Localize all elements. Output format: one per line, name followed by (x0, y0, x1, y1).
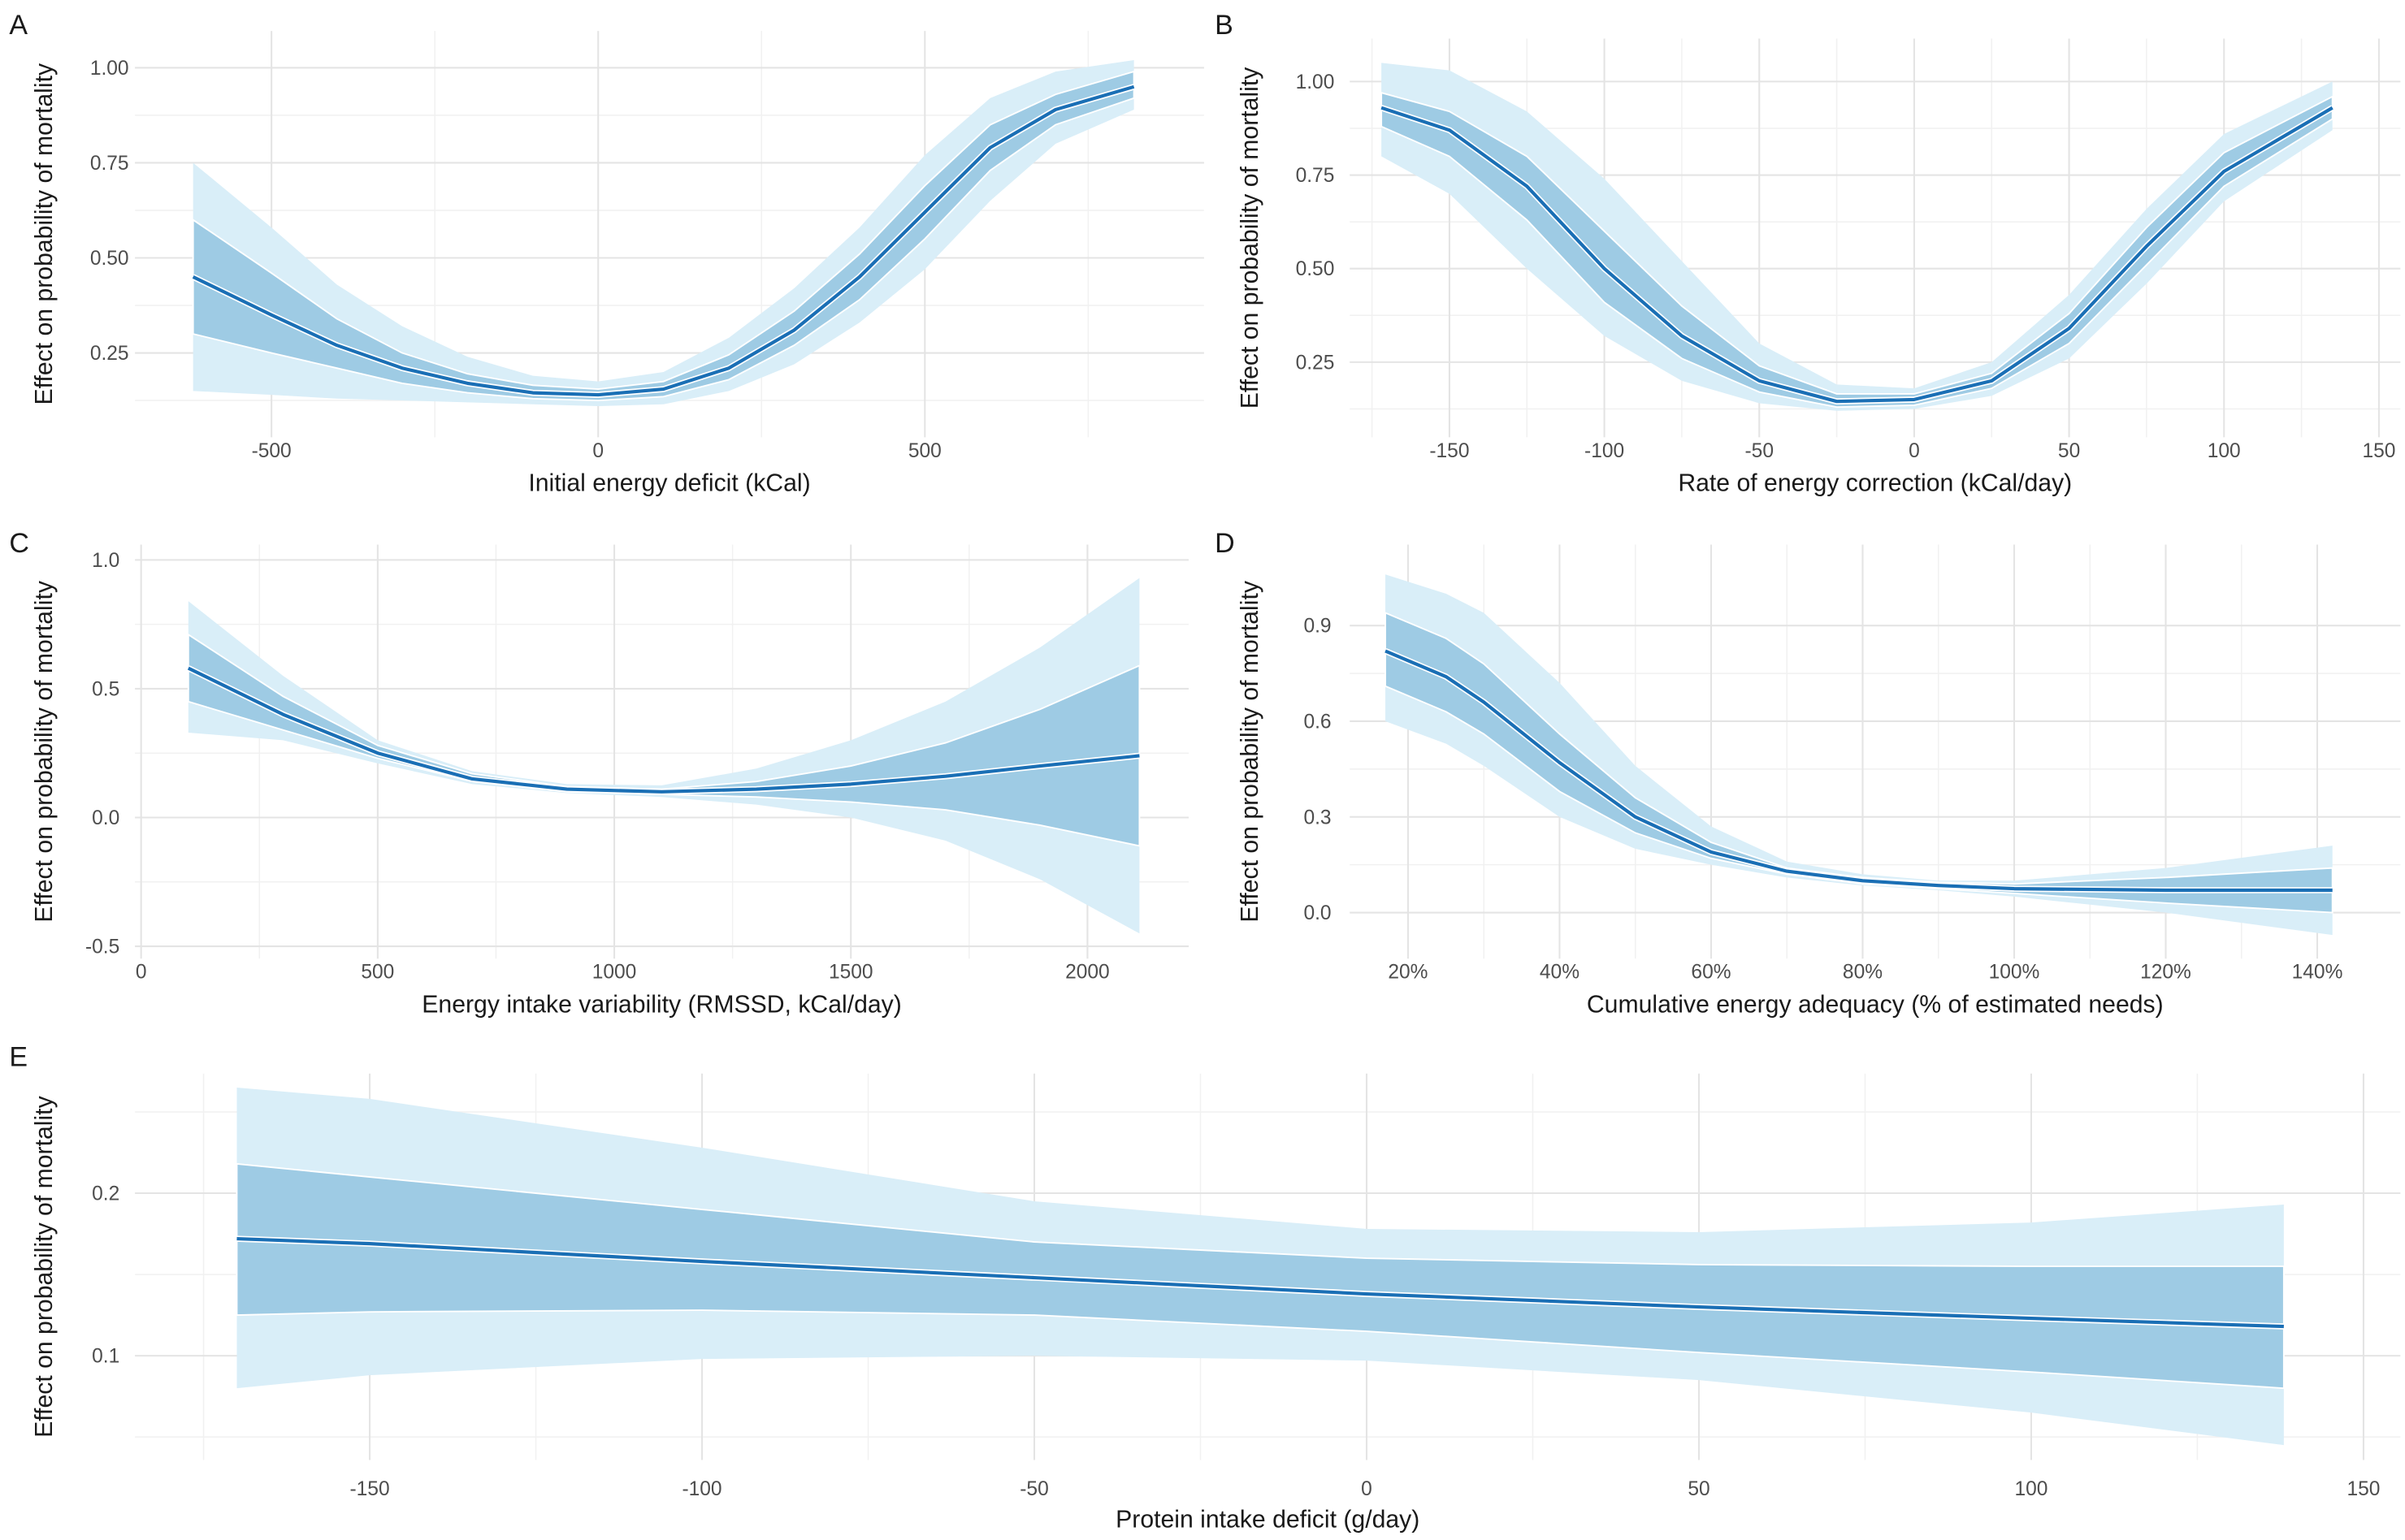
x-tick-label: 100 (2208, 440, 2241, 462)
x-tick-label: -150 (349, 1478, 389, 1500)
x-tick-label: 2000 (1065, 962, 1110, 984)
y-tick-label: 1.00 (1296, 71, 1335, 93)
y-tick-label: 0.9 (1303, 616, 1331, 638)
inner-ci-band (192, 70, 1135, 401)
x-tick-label: 150 (2346, 1478, 2380, 1500)
panel-label: B (1215, 10, 1233, 41)
y-axis-title: Effect on probability of mortality (31, 63, 58, 404)
y-tick-label: 0.1 (92, 1346, 119, 1368)
y-tick-label: 0.0 (1303, 902, 1331, 924)
mean-line (192, 84, 1135, 397)
x-tick-label: -500 (252, 440, 292, 462)
inner-ci-band (236, 1162, 2285, 1390)
x-tick-label: 50 (1688, 1478, 1710, 1500)
x-tick-label: 0 (136, 962, 147, 984)
mean-line (1380, 106, 2334, 404)
inner-ci-band (187, 633, 1141, 847)
y-tick-label: -0.5 (85, 937, 119, 958)
x-axis-title: Protein intake deficit (g/day) (1116, 1507, 1419, 1534)
y-tick-label: 0.75 (90, 153, 129, 175)
x-tick-label: 140% (2292, 962, 2343, 984)
mean-line (1384, 649, 2333, 893)
x-tick-label: 500 (361, 962, 394, 984)
x-tick-label: 1500 (829, 962, 873, 984)
panel-a: -500 0 500 0.25 0.50 0.75 1.00 Initial energy d… (9, 10, 1204, 496)
x-tick-label: 50 (2058, 440, 2080, 462)
x-tick-label: -150 (1429, 440, 1469, 462)
x-tick-label: 500 (908, 440, 942, 462)
x-axis-title: Cumulative energy adequacy (% of estimat… (1587, 991, 2164, 1018)
x-tick-label: 150 (2362, 440, 2395, 462)
mean-line (236, 1237, 2284, 1329)
panel-b: -150 -100 -50 0 50 100 150 0.25 0.50 0.75 1.00 Rate… (1215, 10, 2401, 496)
outer-ci-band (1381, 63, 2333, 411)
panel-label: C (9, 528, 29, 559)
x-tick-label: 120% (2140, 962, 2191, 984)
y-tick-label: 1.0 (92, 550, 119, 572)
x-tick-label: 0 (1361, 1478, 1372, 1500)
x-tick-label: 40% (1540, 962, 1580, 984)
y-tick-label: 0.25 (90, 343, 129, 365)
x-axis-title: Energy intake variability (RMSSD, kCal/d… (422, 991, 902, 1018)
y-tick-label: 0.50 (1296, 258, 1335, 280)
x-tick-label: 20% (1388, 962, 1428, 984)
x-tick-label: 0 (1909, 440, 1920, 462)
y-tick-label: 0.0 (92, 807, 119, 829)
panel-label: E (9, 1041, 28, 1072)
panel-d: 20% 40% 60% 80% 100% 120% 140% 0.0 0.3 0.6 0.9 Cumu… (1215, 528, 2401, 1018)
outer-ci-band (193, 59, 1134, 407)
y-tick-label: 0.2 (92, 1183, 119, 1205)
x-tick-label: -100 (1584, 440, 1624, 462)
x-tick-label: -100 (682, 1478, 722, 1500)
x-tick-label: 1000 (592, 962, 637, 984)
x-tick-label: -50 (1745, 440, 1774, 462)
y-tick-label: 0.50 (90, 248, 129, 270)
y-axis-title: Effect on probability of mortality (1237, 67, 1263, 409)
panel-c: 0 500 1000 1500 2000 -0.5 0.0 0.5 1.0 Energy inta… (9, 528, 1190, 1018)
y-tick-label: 0.5 (92, 678, 119, 700)
mean-line (187, 666, 1140, 794)
x-tick-label: 100% (1989, 962, 2040, 984)
x-tick-label: 60% (1691, 962, 1731, 984)
panel-label: A (9, 10, 28, 41)
x-tick-label: 0 (592, 440, 604, 462)
x-tick-label: 80% (1843, 962, 1883, 984)
y-axis-title: Effect on probability of mortality (1237, 580, 1263, 922)
x-axis-title: Rate of energy correction (kCal/day) (1678, 469, 2072, 496)
y-axis-title: Effect on probability of mortality (31, 1095, 58, 1437)
y-axis-title: Effect on probability of mortality (31, 580, 58, 922)
y-tick-label: 0.75 (1296, 165, 1335, 187)
x-tick-label: 100 (2014, 1478, 2048, 1500)
y-tick-label: 0.25 (1296, 352, 1335, 374)
panel-e: -150 -100 -50 0 50 100 150 0.1 0.2 Protein intake… (9, 1041, 2401, 1534)
inner-ci-band (1384, 612, 2334, 914)
y-tick-label: 0.3 (1303, 807, 1331, 828)
y-tick-label: 1.00 (90, 58, 129, 80)
x-axis-title: Initial energy deficit (kCal) (528, 469, 810, 496)
y-tick-label: 0.6 (1303, 711, 1331, 733)
x-tick-label: -50 (1020, 1478, 1048, 1500)
panel-label: D (1215, 528, 1235, 559)
